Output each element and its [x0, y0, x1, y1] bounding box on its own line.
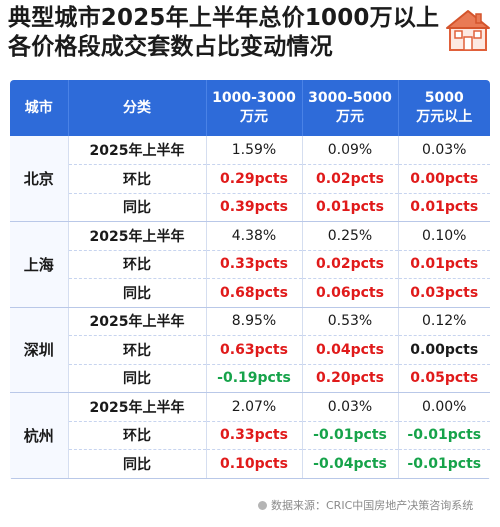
value-cell: 0.20pcts: [302, 364, 399, 393]
value-cell: 0.63pcts: [206, 335, 303, 365]
table-header-row: 城市 分类 1000-3000 万元 3000-5000 万元 5000 万元以…: [10, 80, 490, 136]
value-cell: 0.10%: [398, 221, 490, 251]
value-cell: 0.68pcts: [206, 278, 303, 308]
category-cell: 环比: [68, 250, 207, 279]
page-title: 典型城市2025年上半年总价1000万以上 各价格段成交套数占比变动情况: [8, 4, 440, 62]
value-cell: 2.07%: [206, 392, 303, 422]
value-cell: 0.04pcts: [302, 335, 399, 365]
table-row: 环比 0.33pcts 0.02pcts 0.01pcts: [10, 250, 490, 279]
table-row: 同比 0.10pcts -0.04pcts -0.01pcts: [10, 449, 490, 479]
value-cell: 0.25%: [302, 221, 399, 251]
category-cell: 同比: [68, 364, 207, 393]
category-cell: 环比: [68, 421, 207, 450]
table-row: 杭州 2025年上半年 2.07% 0.03% 0.00%: [10, 392, 490, 479]
value-cell: 4.38%: [206, 221, 303, 251]
value-cell: 0.01pcts: [398, 250, 490, 279]
source-dot-icon: [258, 501, 267, 510]
table-row: 同比 0.39pcts 0.01pcts 0.01pcts: [10, 193, 490, 222]
price-share-table: 城市 分类 1000-3000 万元 3000-5000 万元 5000 万元以…: [10, 80, 490, 480]
category-cell: 同比: [68, 278, 207, 308]
value-cell: -0.19pcts: [206, 364, 303, 393]
value-cell: 0.00pcts: [398, 335, 490, 365]
category-cell: 2025年上半年: [68, 392, 207, 422]
value-cell: 0.01pcts: [302, 193, 399, 222]
house-logo-icon: [446, 10, 490, 51]
table-row: 北京 2025年上半年 1.59% 0.09% 0.03%: [10, 136, 490, 222]
header-col2-line1: 3000-5000: [308, 90, 392, 106]
header-col3-line2: 万元以上: [416, 109, 473, 125]
category-cell: 2025年上半年: [68, 307, 207, 336]
category-cell: 同比: [68, 193, 207, 222]
value-cell: 8.95%: [206, 307, 303, 336]
category-cell: 2025年上半年: [68, 221, 207, 251]
category-cell: 同比: [68, 449, 207, 479]
table-row: 深圳 2025年上半年 8.95% 0.53% 0.12%: [10, 307, 490, 393]
header-city: 城市: [10, 80, 69, 136]
value-cell: -0.01pcts: [302, 421, 399, 450]
city-cell: 上海: [10, 221, 69, 308]
value-cell: 0.29pcts: [206, 164, 303, 194]
category-cell: 环比: [68, 164, 207, 194]
header-col-3000-5000: 3000-5000 万元: [302, 80, 399, 136]
table-row: 同比 -0.19pcts 0.20pcts 0.05pcts: [10, 364, 490, 393]
value-cell: 0.03%: [398, 136, 490, 165]
value-cell: -0.01pcts: [398, 449, 490, 479]
header-col1-line2: 万元: [240, 109, 268, 125]
title-line-1: 典型城市2025年上半年总价1000万以上: [8, 5, 440, 31]
value-cell: 0.10pcts: [206, 449, 303, 479]
value-cell: 0.53%: [302, 307, 399, 336]
source-text: 数据来源：CRIC中国房地产决策咨询系统: [271, 499, 474, 512]
value-cell: 0.01pcts: [398, 193, 490, 222]
header-col-1000-3000: 1000-3000 万元: [206, 80, 303, 136]
city-cell: 深圳: [10, 307, 69, 393]
value-cell: 0.00%: [398, 392, 490, 422]
value-cell: 0.02pcts: [302, 164, 399, 194]
header-col-5000-plus: 5000 万元以上: [398, 80, 490, 136]
value-cell: 0.09%: [302, 136, 399, 165]
category-cell: 环比: [68, 335, 207, 365]
value-cell: 0.06pcts: [302, 278, 399, 308]
value-cell: 0.03pcts: [398, 278, 490, 308]
value-cell: 0.03%: [302, 392, 399, 422]
value-cell: 0.05pcts: [398, 364, 490, 393]
source-note: 数据来源：CRIC中国房地产决策咨询系统: [258, 497, 473, 513]
value-cell: 0.33pcts: [206, 250, 303, 279]
header-col1-line1: 1000-3000: [212, 90, 296, 106]
value-cell: 0.33pcts: [206, 421, 303, 450]
city-cell: 北京: [10, 136, 69, 222]
title-line-2: 各价格段成交套数占比变动情况: [8, 34, 333, 60]
header-category: 分类: [68, 80, 207, 136]
value-cell: 0.02pcts: [302, 250, 399, 279]
value-cell: -0.01pcts: [398, 421, 490, 450]
table-row: 上海 2025年上半年 4.38% 0.25% 0.10%: [10, 221, 490, 308]
table-row: 环比 0.33pcts -0.01pcts -0.01pcts: [10, 421, 490, 450]
category-cell: 2025年上半年: [68, 136, 207, 165]
value-cell: 1.59%: [206, 136, 303, 165]
table-row: 环比 0.63pcts 0.04pcts 0.00pcts: [10, 335, 490, 365]
city-cell: 杭州: [10, 392, 69, 479]
value-cell: 0.12%: [398, 307, 490, 336]
header-col3-line1: 5000: [424, 90, 464, 106]
table-row: 环比 0.29pcts 0.02pcts 0.00pcts: [10, 164, 490, 194]
value-cell: -0.04pcts: [302, 449, 399, 479]
value-cell: 0.00pcts: [398, 164, 490, 194]
value-cell: 0.39pcts: [206, 193, 303, 222]
table-row: 同比 0.68pcts 0.06pcts 0.03pcts: [10, 278, 490, 308]
header-col2-line2: 万元: [336, 109, 364, 125]
